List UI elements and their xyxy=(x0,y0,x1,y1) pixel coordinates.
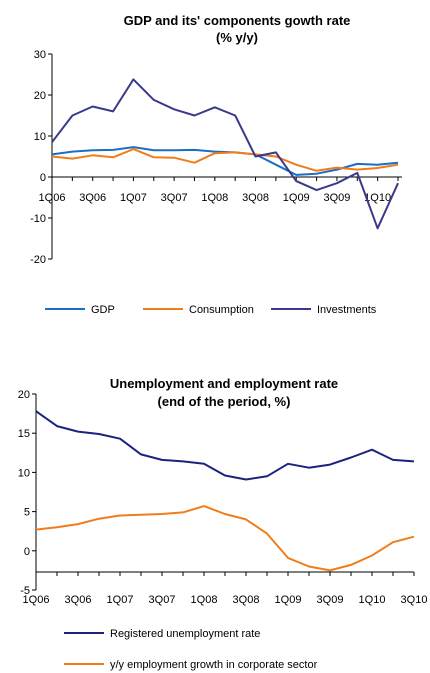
legend-label: Registered unemployment rate xyxy=(110,628,260,640)
x-tick-label: 1Q06 xyxy=(23,594,50,606)
series-line-investments xyxy=(51,78,399,230)
employment-chart-title: Unemployment and employment rate xyxy=(110,376,338,391)
x-tick-label: 1Q07 xyxy=(120,192,147,204)
x-tick-label: 1Q09 xyxy=(283,192,310,204)
x-tick-label: 3Q10 xyxy=(401,594,428,606)
x-tick-label: 3Q09 xyxy=(317,594,344,606)
series-line-consumption xyxy=(51,148,399,172)
x-tick-label: 3Q06 xyxy=(79,192,106,204)
x-tick-label: 3Q09 xyxy=(323,192,350,204)
employment-chart-subtitle: (end of the period, %) xyxy=(158,394,291,409)
legend-label: Consumption xyxy=(189,304,254,316)
gdp-chart-title: GDP and its' components gowth rate xyxy=(124,13,351,28)
x-tick-label: 1Q10 xyxy=(364,192,391,204)
y-tick-label: 20 xyxy=(34,90,46,102)
x-tick-label: 1Q08 xyxy=(191,594,218,606)
legend-label: Investments xyxy=(317,304,377,316)
series-line-gdp xyxy=(51,146,399,176)
y-tick-label: 5 xyxy=(24,507,30,519)
x-tick-label: 3Q07 xyxy=(161,192,188,204)
y-tick-label: 20 xyxy=(18,389,30,401)
x-tick-label: 3Q08 xyxy=(233,594,260,606)
x-tick-label: 3Q07 xyxy=(149,594,176,606)
series-line-y-y-employment-growth-in-corporate-sector xyxy=(35,505,415,572)
x-tick-label: 1Q07 xyxy=(107,594,134,606)
legend-label: GDP xyxy=(91,304,115,316)
x-tick-label: 1Q06 xyxy=(39,192,66,204)
y-tick-label: 30 xyxy=(34,49,46,61)
y-tick-label: 10 xyxy=(18,467,30,479)
x-tick-label: 1Q09 xyxy=(275,594,302,606)
gdp-chart-subtitle: (% y/y) xyxy=(216,30,258,45)
y-tick-label: 15 xyxy=(18,428,30,440)
x-tick-label: 3Q08 xyxy=(242,192,269,204)
y-tick-label: -10 xyxy=(30,213,46,225)
y-tick-label: 0 xyxy=(24,546,30,558)
gdp-chart: GDP and its' components gowth rate (% y/… xyxy=(30,13,402,316)
x-tick-label: 1Q08 xyxy=(201,192,228,204)
employment-chart: Unemployment and employment rate (end of… xyxy=(18,376,428,671)
legend-label: y/y employment growth in corporate secto… xyxy=(110,659,318,671)
series-line-registered-unemployment-rate xyxy=(35,410,415,481)
y-tick-label: 0 xyxy=(40,172,46,184)
x-tick-label: 1Q10 xyxy=(359,594,386,606)
y-tick-label: 10 xyxy=(34,131,46,143)
y-tick-label: -20 xyxy=(30,254,46,266)
x-tick-label: 3Q06 xyxy=(65,594,92,606)
y-tick-label: -5 xyxy=(20,585,30,597)
